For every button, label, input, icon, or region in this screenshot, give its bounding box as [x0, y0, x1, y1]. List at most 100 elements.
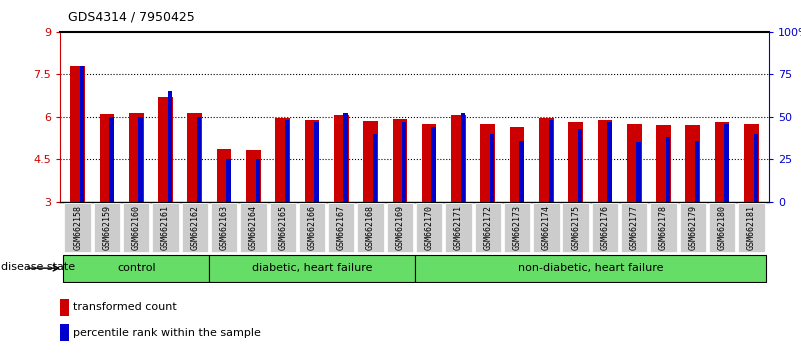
Text: GSM662179: GSM662179	[688, 205, 698, 250]
Bar	[80, 66, 84, 202]
Text: GSM662160: GSM662160	[131, 205, 141, 250]
Text: GSM662175: GSM662175	[571, 205, 580, 250]
Text: GSM662161: GSM662161	[161, 205, 170, 250]
Bar	[344, 113, 348, 202]
Text: disease state: disease state	[1, 262, 75, 272]
Bar	[387, 203, 413, 252]
Bar	[357, 203, 384, 252]
Bar	[709, 203, 735, 252]
Text: GSM662167: GSM662167	[336, 205, 346, 250]
Text: GSM662163: GSM662163	[219, 205, 228, 250]
Bar	[637, 142, 641, 202]
Bar	[414, 255, 766, 282]
Bar	[621, 203, 647, 252]
Bar	[328, 203, 355, 252]
Bar	[432, 127, 436, 202]
Bar	[372, 134, 377, 202]
Bar	[364, 121, 378, 202]
Text: control: control	[117, 263, 155, 273]
Bar	[304, 120, 320, 202]
Bar	[94, 203, 120, 252]
Bar	[285, 120, 289, 202]
Bar	[276, 118, 290, 202]
Bar	[392, 119, 407, 202]
Bar	[182, 203, 208, 252]
Bar	[217, 149, 231, 202]
Text: GSM662180: GSM662180	[718, 205, 727, 250]
Bar	[60, 299, 69, 316]
Bar	[256, 159, 260, 202]
Text: GSM662166: GSM662166	[308, 205, 316, 250]
Bar	[686, 125, 700, 202]
Bar	[197, 117, 201, 202]
Bar	[754, 134, 758, 202]
Bar	[240, 203, 267, 252]
Bar	[739, 203, 765, 252]
Text: GSM662172: GSM662172	[483, 205, 493, 250]
Bar	[227, 159, 231, 202]
Text: GSM662181: GSM662181	[747, 205, 756, 250]
Bar	[167, 91, 172, 202]
Bar	[562, 203, 589, 252]
Bar	[63, 255, 210, 282]
Text: GSM662168: GSM662168	[366, 205, 375, 250]
Bar	[568, 122, 583, 202]
Bar	[211, 203, 237, 252]
Bar	[598, 120, 612, 202]
Bar	[724, 124, 729, 202]
Bar	[744, 124, 759, 202]
Text: GSM662159: GSM662159	[103, 205, 111, 250]
Bar	[714, 122, 730, 202]
Text: diabetic, heart failure: diabetic, heart failure	[252, 263, 372, 273]
Bar	[519, 141, 524, 202]
Text: GSM662158: GSM662158	[73, 205, 83, 250]
Bar	[451, 115, 465, 202]
Bar	[533, 203, 560, 252]
Text: percentile rank within the sample: percentile rank within the sample	[73, 328, 261, 338]
Bar	[246, 150, 261, 202]
Bar	[416, 203, 442, 252]
Text: non-diabetic, heart failure: non-diabetic, heart failure	[517, 263, 663, 273]
Text: GSM662178: GSM662178	[659, 205, 668, 250]
Bar	[187, 113, 202, 202]
Bar	[402, 122, 406, 202]
Bar	[123, 203, 150, 252]
Bar	[656, 125, 670, 202]
Bar	[159, 97, 173, 202]
Bar	[627, 124, 642, 202]
Bar	[152, 203, 179, 252]
Bar	[210, 255, 415, 282]
Bar	[607, 122, 611, 202]
Text: transformed count: transformed count	[73, 302, 177, 312]
Bar	[445, 203, 472, 252]
Text: GSM662170: GSM662170	[425, 205, 433, 250]
Bar	[269, 203, 296, 252]
Bar	[60, 324, 69, 341]
Text: GSM662165: GSM662165	[278, 205, 288, 250]
Bar	[578, 129, 582, 202]
Text: GSM662174: GSM662174	[541, 205, 551, 250]
Bar	[509, 127, 525, 202]
Text: GSM662171: GSM662171	[454, 205, 463, 250]
Text: GSM662164: GSM662164	[249, 205, 258, 250]
Bar	[679, 203, 706, 252]
Text: GDS4314 / 7950425: GDS4314 / 7950425	[68, 11, 195, 24]
Bar	[504, 203, 530, 252]
Text: GSM662176: GSM662176	[601, 205, 610, 250]
Bar	[334, 115, 348, 202]
Bar	[490, 134, 494, 202]
Bar	[422, 124, 437, 202]
Bar	[481, 124, 495, 202]
Text: GSM662173: GSM662173	[513, 205, 521, 250]
Bar	[461, 113, 465, 202]
Bar	[650, 203, 677, 252]
Bar	[129, 113, 143, 202]
Bar	[109, 117, 114, 202]
Bar	[64, 203, 91, 252]
Bar	[666, 137, 670, 202]
Bar	[70, 66, 85, 202]
Bar	[474, 203, 501, 252]
Bar	[695, 141, 699, 202]
Bar	[99, 114, 115, 202]
Text: GSM662162: GSM662162	[191, 205, 199, 250]
